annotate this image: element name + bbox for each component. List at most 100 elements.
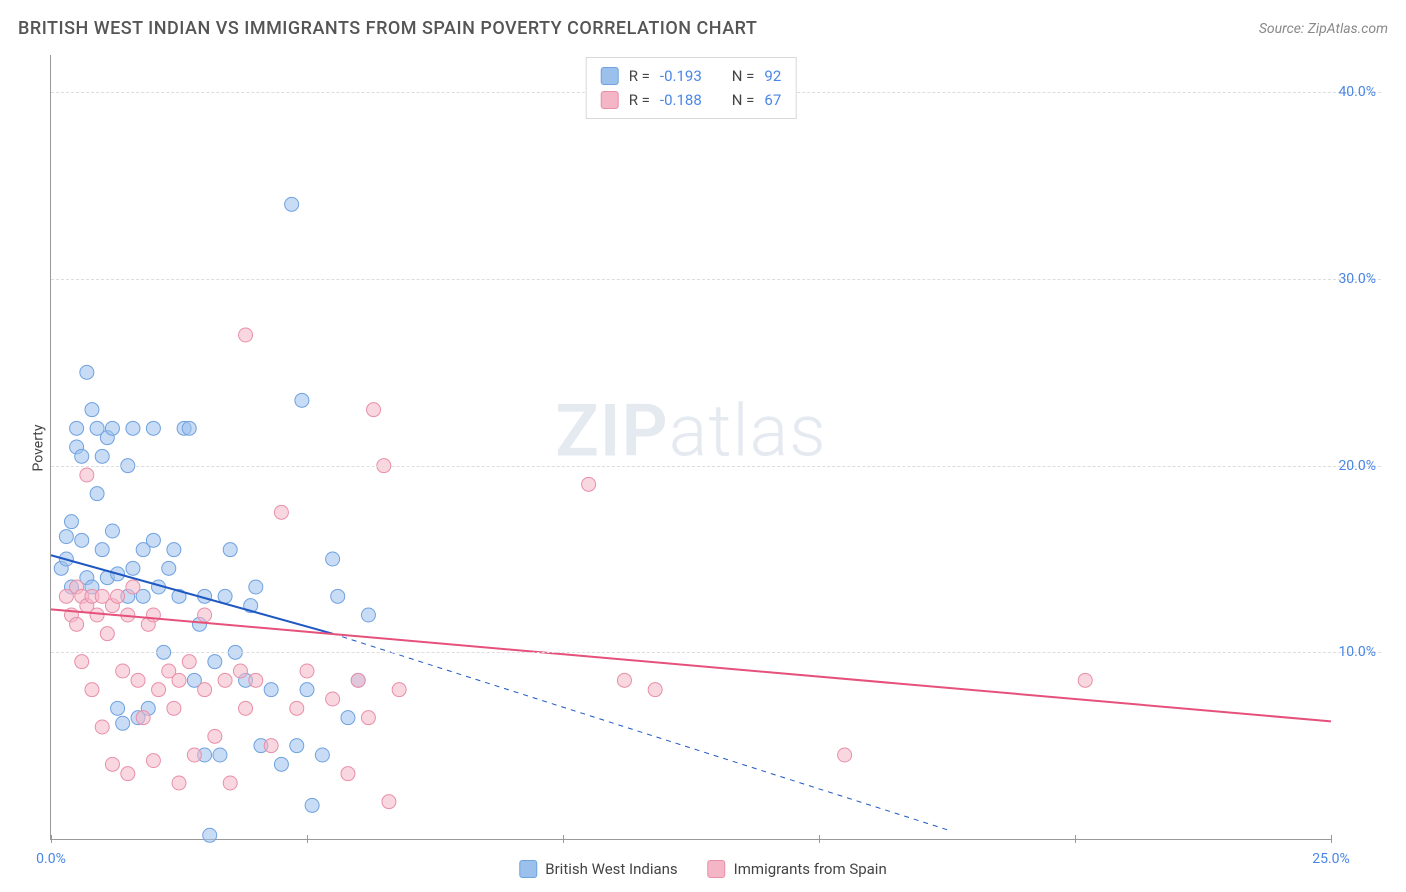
- scatter-point: [182, 655, 196, 669]
- y-axis-label: Poverty: [31, 424, 47, 471]
- scatter-point: [75, 533, 89, 547]
- stat-n-label: N =: [732, 64, 755, 88]
- scatter-point: [239, 701, 253, 715]
- scatter-point: [617, 673, 631, 687]
- scatter-point: [70, 421, 84, 435]
- scatter-point: [75, 655, 89, 669]
- scatter-point: [59, 530, 73, 544]
- stat-n-value: 67: [764, 88, 781, 112]
- scatter-point: [838, 748, 852, 762]
- scatter-point: [315, 748, 329, 762]
- scatter-point: [285, 197, 299, 211]
- scatter-point: [111, 589, 125, 603]
- scatter-point: [167, 543, 181, 557]
- scatter-point: [392, 683, 406, 697]
- scatter-point: [300, 683, 314, 697]
- legend-item: British West Indians: [519, 860, 677, 878]
- y-tick-label: 20.0%: [1338, 458, 1376, 474]
- scatter-point: [95, 543, 109, 557]
- stat-n-label: N =: [732, 88, 755, 112]
- scatter-point: [172, 776, 186, 790]
- scatter-point: [167, 701, 181, 715]
- scatter-point: [90, 608, 104, 622]
- scatter-point: [126, 580, 140, 594]
- stat-n-value: 92: [764, 64, 781, 88]
- scatter-point: [223, 776, 237, 790]
- scatter-point: [146, 754, 160, 768]
- scatter-point: [218, 673, 232, 687]
- stat-r-value: -0.188: [660, 88, 702, 112]
- scatter-point: [233, 664, 247, 678]
- stat-r-label: R =: [629, 64, 650, 88]
- scatter-point: [105, 421, 119, 435]
- scatter-point: [208, 655, 222, 669]
- scatter-point: [95, 720, 109, 734]
- stat-r-label: R =: [629, 88, 650, 112]
- x-tick: [563, 835, 564, 843]
- scatter-point: [290, 739, 304, 753]
- source-credit: Source: ZipAtlas.com: [1259, 21, 1388, 37]
- scatter-point: [326, 552, 340, 566]
- scatter-point: [239, 328, 253, 342]
- stats-legend: R = -0.193 N = 92 R = -0.188 N = 67: [586, 57, 797, 119]
- stat-r-value: -0.193: [660, 64, 702, 88]
- scatter-point: [80, 365, 94, 379]
- scatter-point: [264, 683, 278, 697]
- scatter-point: [116, 664, 130, 678]
- scatter-point: [203, 828, 217, 842]
- scatter-point: [75, 449, 89, 463]
- scatter-point: [64, 515, 78, 529]
- legend-label: Immigrants from Spain: [734, 860, 887, 878]
- stats-row: R = -0.188 N = 67: [601, 88, 782, 112]
- plot-region: ZIPatlas R = -0.193N = 92R = -0.188N = 6…: [50, 55, 1331, 840]
- scatter-point: [274, 757, 288, 771]
- scatter-point: [223, 543, 237, 557]
- chart-header: BRITISH WEST INDIAN VS IMMIGRANTS FROM S…: [18, 18, 1388, 39]
- scatter-point: [274, 505, 288, 519]
- scatter-point: [249, 580, 263, 594]
- x-tick: [1075, 835, 1076, 843]
- scatter-point: [146, 421, 160, 435]
- scatter-point: [85, 403, 99, 417]
- scatter-point: [182, 421, 196, 435]
- scatter-point: [331, 589, 345, 603]
- scatter-point: [208, 729, 222, 743]
- scatter-point: [146, 608, 160, 622]
- scatter-point: [367, 403, 381, 417]
- scatter-point: [131, 673, 145, 687]
- y-tick-label: 30.0%: [1338, 271, 1376, 287]
- scatter-point: [648, 683, 662, 697]
- scatter-point: [249, 673, 263, 687]
- scatter-svg: [51, 55, 1331, 839]
- scatter-point: [90, 487, 104, 501]
- gridline: [51, 652, 1381, 653]
- legend-swatch: [601, 91, 619, 109]
- y-tick-label: 40.0%: [1338, 84, 1376, 100]
- scatter-point: [361, 608, 375, 622]
- scatter-point: [146, 533, 160, 547]
- scatter-point: [126, 421, 140, 435]
- chart-title: BRITISH WEST INDIAN VS IMMIGRANTS FROM S…: [18, 18, 757, 39]
- legend-label: British West Indians: [545, 860, 677, 878]
- scatter-point: [290, 701, 304, 715]
- gridline: [51, 279, 1381, 280]
- scatter-point: [111, 701, 125, 715]
- scatter-point: [100, 627, 114, 641]
- scatter-point: [295, 393, 309, 407]
- legend-swatch: [519, 860, 537, 878]
- scatter-point: [1078, 673, 1092, 687]
- scatter-point: [80, 468, 94, 482]
- scatter-point: [582, 477, 596, 491]
- scatter-point: [70, 617, 84, 631]
- scatter-point: [187, 748, 201, 762]
- scatter-point: [218, 589, 232, 603]
- scatter-point: [172, 673, 186, 687]
- gridline: [51, 466, 1381, 467]
- scatter-point: [305, 798, 319, 812]
- scatter-point: [264, 739, 278, 753]
- scatter-point: [126, 561, 140, 575]
- scatter-point: [300, 664, 314, 678]
- scatter-point: [105, 524, 119, 538]
- stats-row: R = -0.193 N = 92: [601, 64, 782, 88]
- scatter-point: [121, 767, 135, 781]
